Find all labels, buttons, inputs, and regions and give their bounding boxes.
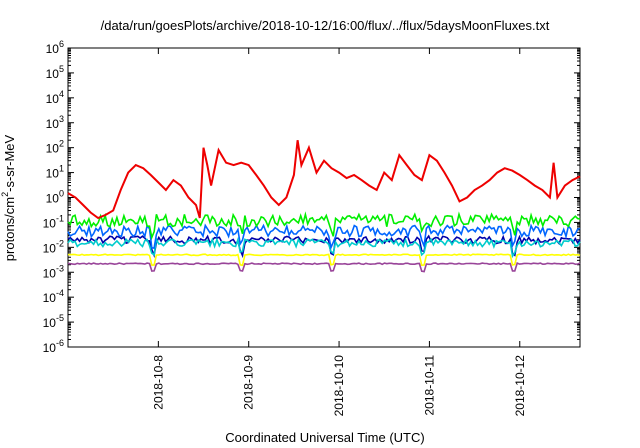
y-tick-base: 10 [43,266,57,280]
y-tick-exponent: -6 [56,338,64,348]
y-tick-exponent: 0 [59,189,64,199]
y-tick-label: 10-5 [43,313,64,330]
y-tick-label: 103 [46,114,64,131]
y-tick-base: 10 [43,316,57,330]
y-tick-exponent: 4 [59,89,64,99]
y-tick-label: 10-2 [43,238,64,255]
y-tick-exponent: 3 [59,114,64,124]
y-tick-base: 10 [46,142,60,156]
y-tick-base: 10 [43,216,57,230]
series-line [67,223,581,251]
y-tick-label: 102 [46,139,64,156]
y-tick-base: 10 [46,117,60,131]
y-tick-label: 10-3 [43,263,64,280]
x-axis-label: Coordinated Universal Time (UTC) [225,430,424,445]
y-axis-label: protons/cm2-s-sr-MeV [0,134,17,261]
x-axis-ticks: 2018-10-8 2018-10-9 2018-10-10 2018-10-11 20… [151,48,527,417]
series-line [67,234,581,259]
y-tick-exponent: -3 [56,263,64,273]
chart-title: /data/run/goesPlots/archive/2018-10-12/1… [101,18,550,33]
y-tick-label: 105 [46,64,64,81]
series-line [67,211,581,241]
series-lines [67,140,581,273]
y-tick-exponent: 6 [59,39,64,49]
series-line [67,262,581,273]
y-tick-base: 10 [46,92,60,106]
y-tick-label: 104 [46,89,64,106]
y-tick-exponent: 5 [59,64,64,74]
y-axis-ticks: 10-610-510-410-310-210-11001011021031041… [43,39,580,355]
x-tick-label: 2018-10-10 [332,355,346,417]
y-tick-label: 10-1 [43,213,64,230]
y-tick-base: 10 [43,341,57,355]
series-line-red [67,140,581,220]
y-tick-base: 10 [46,167,60,181]
y-tick-base: 10 [46,192,60,206]
y-tick-base: 10 [43,241,57,255]
y-tick-label: 101 [46,164,64,181]
x-tick-label: 2018-10-11 [422,355,436,416]
x-tick-label: 2018-10-9 [242,355,256,410]
plot-frame-rect [67,47,581,348]
y-tick-base: 10 [46,42,60,56]
y-tick-exponent: -1 [56,213,64,223]
y-axis-label-superscript: 2 [0,192,10,197]
y-axis-label-part2: -s-sr-MeV [2,134,17,191]
y-tick-exponent: 1 [59,164,64,174]
y-axis-label-part1: protons/cm [2,197,17,261]
y-tick-label: 106 [46,39,64,56]
y-tick-exponent: 2 [59,139,64,149]
x-tick-label: 2018-10-8 [151,355,165,410]
x-tick-label: 2018-10-12 [513,355,527,417]
y-tick-exponent: -5 [56,313,64,323]
y-tick-exponent: -2 [56,238,64,248]
y-tick-base: 10 [43,291,57,305]
y-tick-label: 10-6 [43,338,64,355]
y-tick-label: 100 [46,189,64,206]
y-tick-label: 10-4 [43,288,64,305]
series-line [67,253,581,267]
series-line [67,236,581,259]
y-tick-base: 10 [46,67,60,81]
plot-frame [67,47,581,348]
y-tick-exponent: -4 [56,288,64,298]
